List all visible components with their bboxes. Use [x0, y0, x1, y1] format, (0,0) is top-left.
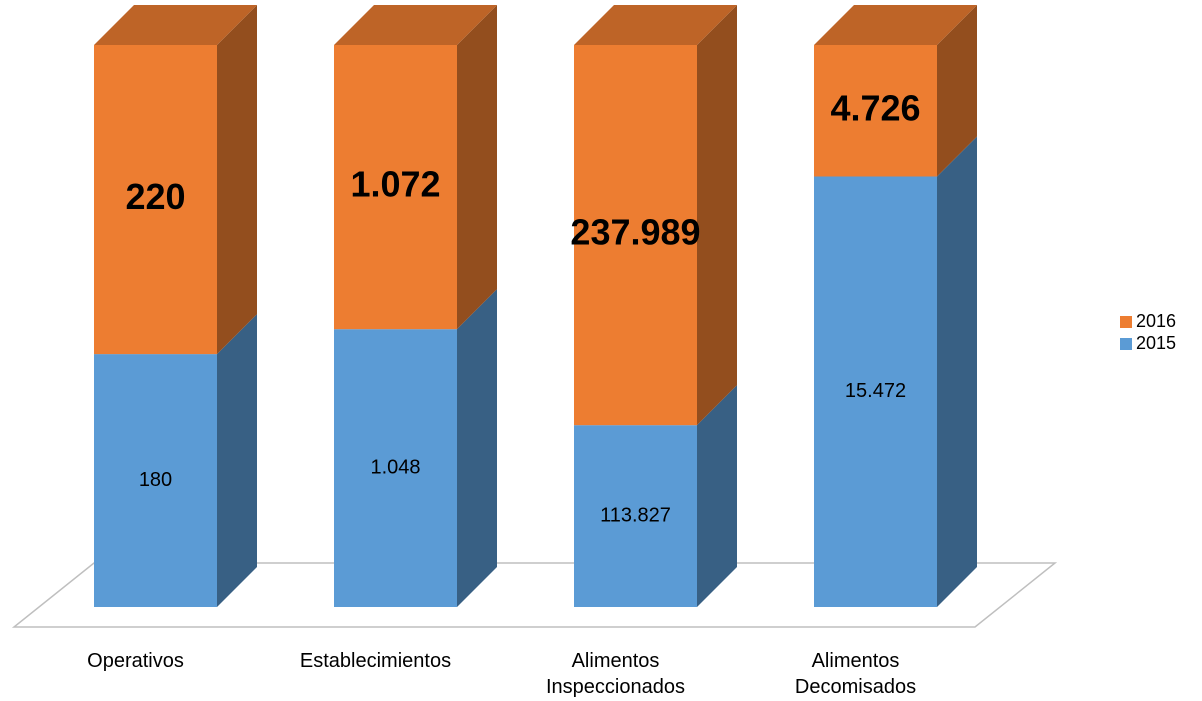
bar-side — [697, 5, 737, 426]
bar — [814, 176, 937, 607]
bar-top — [574, 5, 737, 45]
value-label: 180 — [139, 469, 172, 491]
bar-side — [217, 5, 257, 355]
legend-swatch — [1120, 316, 1132, 328]
value-label: 1.048 — [370, 456, 420, 478]
bar-side — [457, 289, 497, 607]
legend-label: 2016 — [1136, 311, 1176, 331]
legend-label: 2015 — [1136, 333, 1176, 353]
value-label: 15.472 — [845, 380, 906, 402]
value-label: 237.989 — [570, 212, 700, 253]
value-label: 220 — [125, 176, 185, 217]
value-label: 1.072 — [350, 164, 440, 205]
bar — [334, 45, 457, 330]
bar-side — [937, 136, 977, 607]
bar-top — [334, 5, 497, 45]
x-tick-label: Establecimientos — [299, 650, 452, 672]
bar — [94, 45, 217, 355]
bar-side — [937, 5, 977, 177]
value-label: 113.827 — [600, 504, 671, 526]
bar-side — [697, 385, 737, 607]
bar — [814, 45, 937, 177]
x-tick-label: Operativos — [87, 650, 184, 672]
floor — [11, 562, 1058, 628]
bar — [574, 425, 697, 607]
x-tick-label: Alimentos Decomisados — [794, 650, 917, 698]
bar — [574, 45, 697, 426]
bar — [94, 354, 217, 607]
bar-side — [217, 314, 257, 607]
bar-top — [814, 5, 977, 45]
bar-side — [457, 5, 497, 330]
bar — [334, 329, 457, 607]
value-label: 4.726 — [830, 87, 920, 128]
bar-top — [94, 5, 257, 45]
legend-swatch — [1120, 338, 1132, 350]
x-tick-label: Alimentos Inspeccionados — [546, 650, 685, 698]
